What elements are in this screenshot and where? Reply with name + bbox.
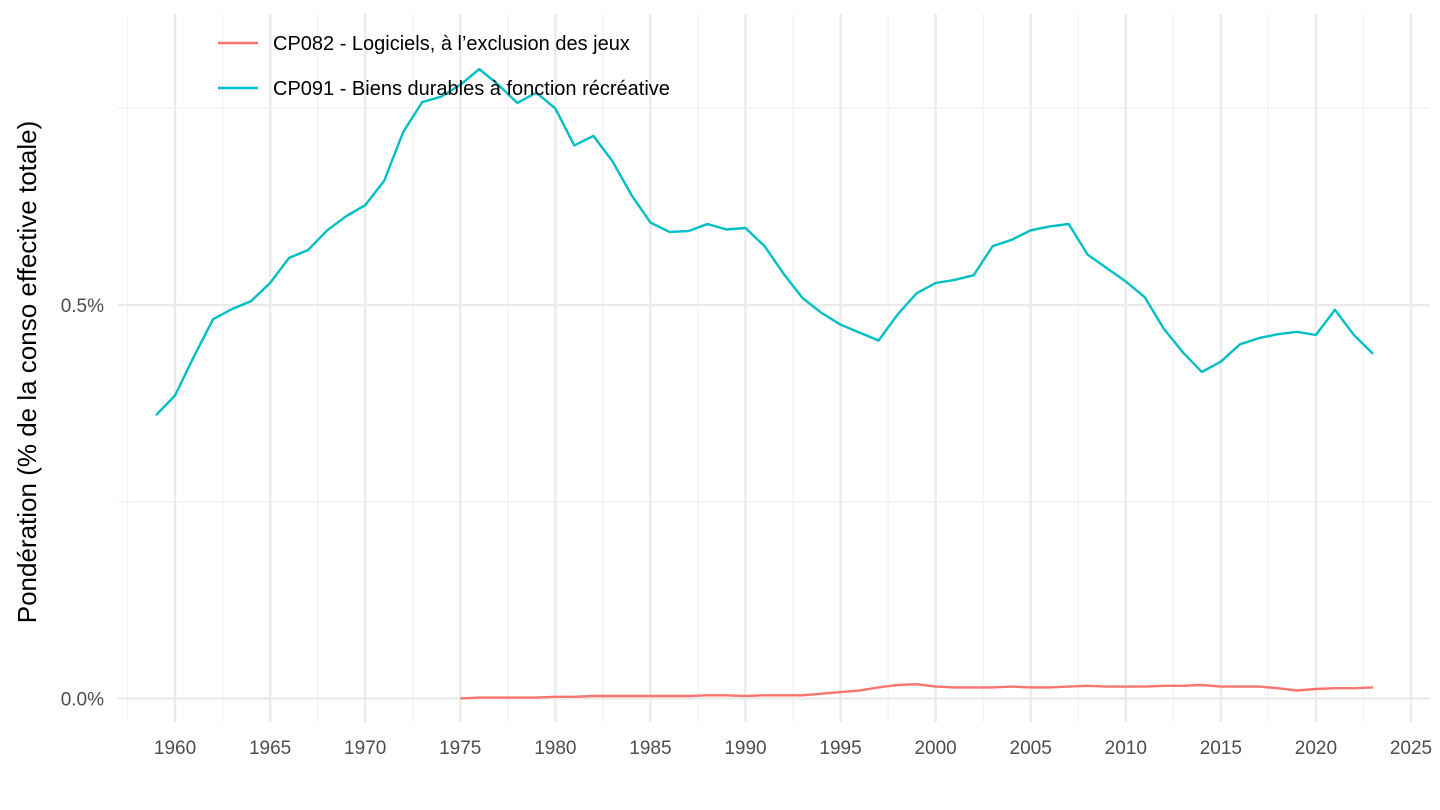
- series-lines: [155, 67, 1374, 700]
- major-x-gridlines: [173, 14, 1413, 722]
- series-line-2: [155, 67, 1374, 417]
- y-tick-label: 0.0%: [61, 689, 104, 710]
- x-tick-label: 1985: [629, 738, 671, 759]
- y-axis-title: Pondération (% de la conso effective tot…: [12, 121, 42, 624]
- minor-y-gridlines: [118, 107, 1430, 503]
- y-axis-tick-labels: 0.0% 0.5%: [61, 296, 104, 710]
- x-tick-label: 1995: [819, 738, 861, 759]
- major-y-gridlines: [118, 303, 1430, 700]
- minor-x-gridlines: [126, 14, 1365, 722]
- x-tick-label: 2025: [1390, 738, 1432, 759]
- x-tick-label: 1970: [344, 738, 386, 759]
- legend-label: CP091 - Biens durables à fonction récréa…: [273, 78, 670, 100]
- x-tick-label: 1990: [724, 738, 766, 759]
- x-tick-label: 2015: [1200, 738, 1242, 759]
- x-tick-label: 1960: [154, 738, 196, 759]
- series-line-1: [460, 683, 1374, 700]
- x-tick-label: 2010: [1105, 738, 1147, 759]
- x-tick-label: 1980: [534, 738, 576, 759]
- y-tick-label: 0.5%: [61, 296, 104, 317]
- x-tick-label: 2005: [1010, 738, 1052, 759]
- x-tick-label: 1965: [249, 738, 291, 759]
- legend: CP082 - Logiciels, à l’exclusion des jeu…: [218, 33, 670, 100]
- x-axis-tick-labels: 1960 1965 1970 1975 1980 1985 1990 1995 2000 2005…: [154, 738, 1432, 759]
- x-tick-label: 1975: [439, 738, 481, 759]
- x-tick-label: 2000: [914, 738, 956, 759]
- legend-label: CP082 - Logiciels, à l’exclusion des jeu…: [273, 33, 630, 55]
- x-tick-label: 2020: [1295, 738, 1337, 759]
